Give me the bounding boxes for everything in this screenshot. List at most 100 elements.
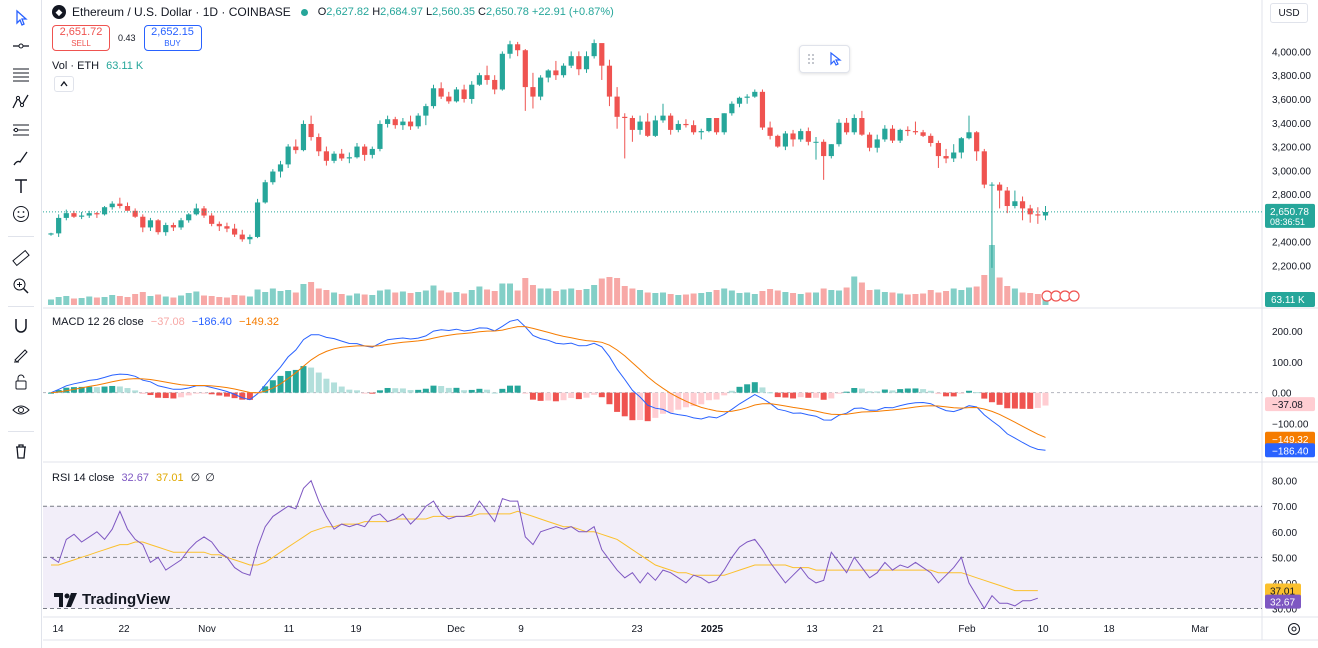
macd-histogram-bar [315, 372, 322, 393]
volume-bar [996, 277, 1003, 305]
macd-histogram-bar [835, 392, 842, 394]
macd-histogram-bar [63, 387, 70, 393]
macd-histogram-bar [874, 391, 881, 393]
change-value: +22.91 (+0.87%) [531, 6, 614, 18]
macd-histogram-bar [162, 392, 169, 399]
candle-body [920, 132, 926, 136]
stay-drawing-tool-icon[interactable] [8, 341, 34, 367]
macd-histogram-bar [201, 392, 207, 394]
macd-histogram-bar [705, 392, 712, 401]
symbol-title[interactable]: Ethereum / U.S. Dollar · 1D · COINBASE [72, 5, 291, 19]
volume-bar [285, 290, 292, 305]
high-value: 2,684.97 [380, 6, 423, 18]
open-value: 2,627.82 [326, 6, 370, 18]
macd-signal-value: −149.32 [238, 316, 280, 328]
candle-body [813, 141, 819, 143]
candle-body [71, 213, 77, 217]
macd-histogram-bar [537, 392, 544, 401]
currency-select[interactable]: USD [1270, 3, 1308, 23]
collapse-legend-button[interactable] [54, 76, 74, 92]
macd-histogram-bar [943, 392, 950, 397]
candle-body [759, 91, 766, 128]
macd-histogram-bar [935, 392, 942, 395]
candle-body [943, 156, 949, 159]
candle-body [660, 115, 666, 121]
macd-histogram-bar [407, 390, 414, 393]
candle-body [254, 202, 261, 237]
buy-button[interactable]: 2,652.15 BUY [143, 25, 202, 51]
volume-bar [193, 291, 200, 305]
candle-body [461, 89, 467, 99]
macd-histogram-bar [790, 392, 797, 399]
text-tool-icon[interactable] [8, 173, 34, 199]
macd-histogram-bar [736, 386, 743, 393]
macd-histogram-bar [468, 389, 475, 393]
volume-bar [698, 293, 705, 305]
candle-body [446, 96, 452, 102]
ruler-tool-icon[interactable] [8, 245, 34, 271]
candle-body [713, 118, 720, 133]
rsi-tick-label: 30.00 [1272, 604, 1297, 615]
macd-histogram-bar [996, 392, 1003, 405]
pattern-tool-icon[interactable] [8, 89, 34, 115]
sell-button[interactable]: 2,651.72 SELL [52, 25, 110, 51]
macd-histogram-bar [851, 388, 858, 393]
candle-body [392, 119, 398, 126]
time-tick-label: Nov [198, 624, 216, 635]
macd-legend: MACD 12 26 close −37.08 −186.40 −149.32 [52, 316, 280, 328]
magnet-tool-icon[interactable] [8, 313, 34, 339]
macd-hist-value: −37.08 [150, 316, 185, 328]
volume-bar [407, 293, 414, 305]
volume-bar [216, 297, 223, 305]
ethereum-logo-icon: ◆ [52, 5, 66, 19]
volume-legend: Vol · ETH 63.11 K [52, 60, 144, 72]
time-tick-label: 21 [872, 624, 884, 635]
macd-histogram-bar [155, 392, 162, 398]
emoji-tool-icon[interactable] [8, 201, 34, 227]
zoom-tool-icon[interactable] [8, 273, 34, 299]
candle-body [698, 131, 704, 133]
volume-bar [484, 289, 491, 305]
candle-body [736, 97, 743, 104]
cursor-tool-icon[interactable] [8, 5, 34, 31]
macd-histogram-bar [438, 386, 445, 393]
brush-tool-icon[interactable] [8, 145, 34, 171]
macd-histogram-bar [805, 392, 812, 398]
volume-bar [70, 298, 77, 305]
macd-histogram-bar [399, 388, 406, 393]
drawing-floating-toolbar[interactable] [799, 45, 850, 73]
macd-histogram-bar [988, 392, 995, 403]
volume-bar [376, 290, 383, 305]
volume-bar [614, 278, 621, 305]
macd-histogram-bar [239, 392, 246, 400]
candle-body [178, 220, 184, 228]
volume-bar [155, 294, 162, 305]
candle-body [239, 234, 245, 240]
candle-body [94, 213, 100, 215]
macd-histogram-bar [552, 392, 559, 402]
visibility-tool-icon[interactable] [8, 397, 34, 423]
macd-histogram-bar [1027, 392, 1034, 409]
candle-body [407, 121, 414, 127]
price-tick-label: 4,000.00 [1272, 47, 1311, 58]
rsi-legend: RSI 14 close 32.67 37.01 ∅ ∅ [52, 472, 215, 484]
macd-histogram-bar [751, 382, 758, 393]
macd-histogram-bar [591, 392, 598, 395]
rsi-ma-value: 37.01 [156, 472, 184, 484]
trash-tool-icon[interactable] [8, 438, 34, 464]
horizontal-lines-tool-icon[interactable] [8, 61, 34, 87]
fib-tool-icon[interactable] [8, 117, 34, 143]
lock-tool-icon[interactable] [8, 369, 34, 395]
gear-icon[interactable] [1286, 621, 1302, 637]
volume-bar [713, 290, 720, 305]
candle-body [354, 146, 360, 158]
macd-histogram-bar [568, 392, 575, 399]
trend-line-tool-icon[interactable] [8, 33, 34, 59]
macd-histogram-bar [545, 392, 552, 401]
macd-histogram-bar [308, 367, 315, 393]
candle-body [668, 115, 674, 130]
macd-line-badge-label: −186.40 [1272, 446, 1309, 457]
macd-histogram-bar [445, 387, 452, 393]
volume-bar [675, 295, 682, 305]
